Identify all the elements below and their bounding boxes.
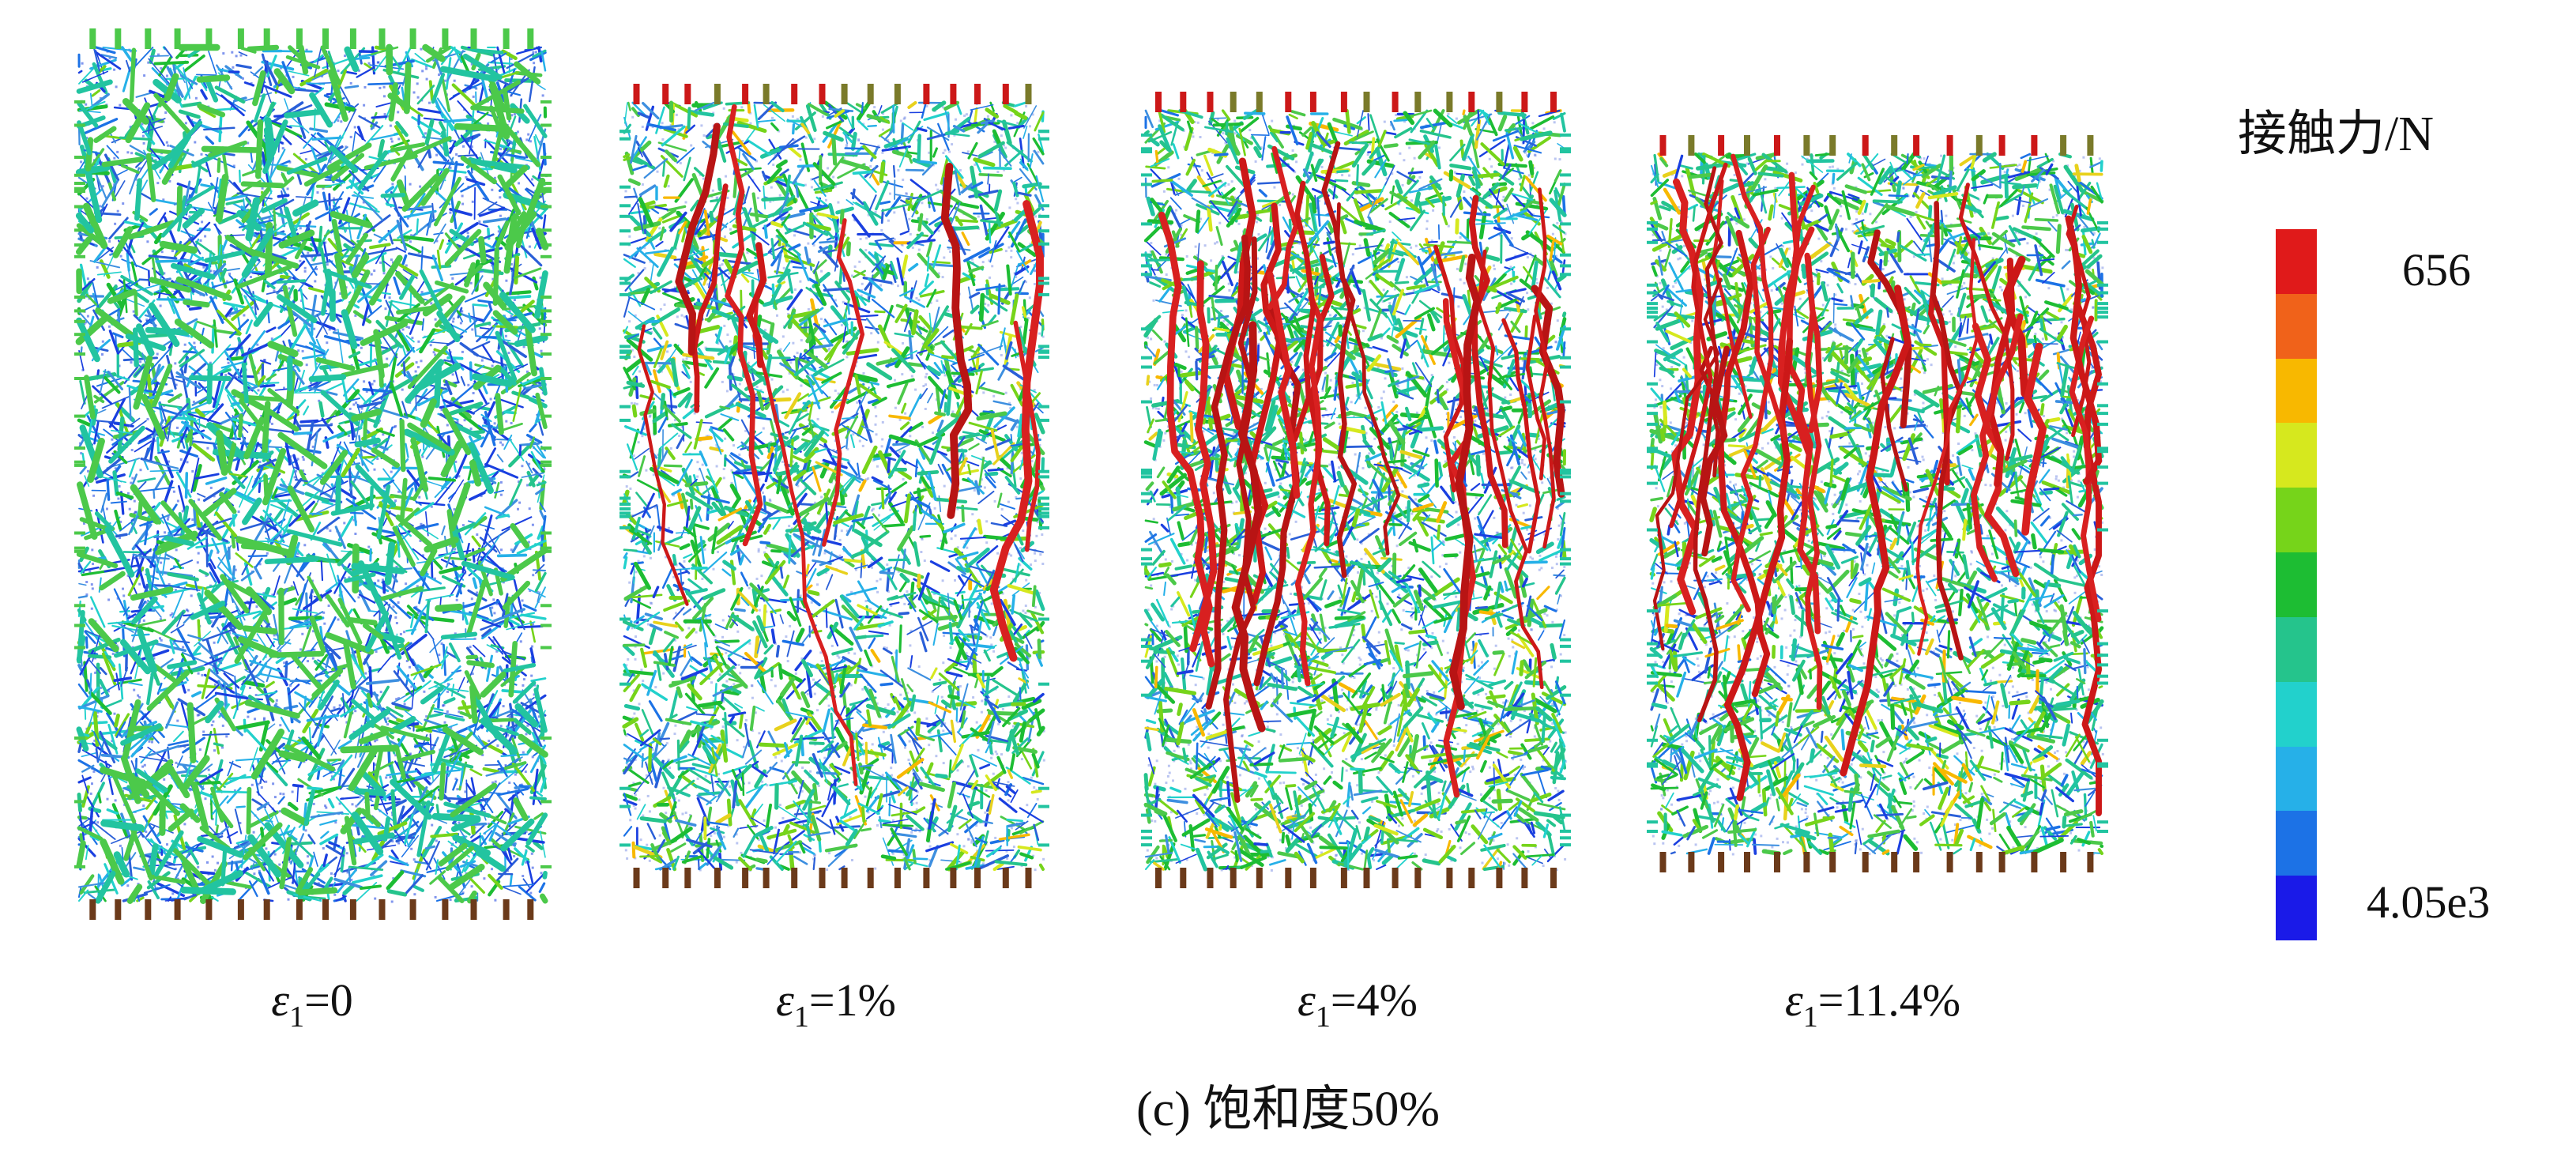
legend-max-label: 656: [2402, 244, 2471, 296]
color-scale-segment: [2276, 811, 2317, 876]
panel-label-strain-0: ε1=0: [271, 974, 353, 1034]
panel-label-strain-4: ε1=4%: [1297, 974, 1418, 1034]
strain-subscript: 1: [793, 1000, 809, 1034]
color-scale-segment: [2276, 876, 2317, 940]
color-scale-segment: [2276, 423, 2317, 488]
strain-symbol: ε: [271, 974, 290, 1026]
color-scale-segment: [2276, 552, 2317, 617]
strain-subscript: 1: [1315, 1000, 1331, 1034]
color-scale-segment: [2276, 746, 2317, 812]
legend-min-label: 4.05e3: [2367, 876, 2491, 928]
network-panel: [1141, 92, 1571, 888]
color-scale-segment: [2276, 358, 2317, 424]
strain-value: =11.4%: [1817, 974, 1961, 1026]
strain-subscript: 1: [1802, 1000, 1818, 1034]
strain-symbol: ε: [1297, 974, 1316, 1026]
color-scale-segment: [2276, 681, 2317, 747]
network-panel: [1647, 135, 2108, 872]
strain-symbol: ε: [1784, 974, 1803, 1026]
network-panel: [74, 28, 552, 920]
strain-value: =0: [304, 974, 353, 1026]
panel-label-strain-11-4: ε1=11.4%: [1785, 974, 1960, 1034]
legend-title: 接触力/N: [2238, 107, 2435, 161]
panel-label-strain-1: ε1=1%: [776, 974, 896, 1034]
strain-symbol: ε: [776, 974, 794, 1026]
strain-value: =1%: [808, 974, 896, 1026]
strain-subscript: 1: [289, 1000, 305, 1034]
color-scale-segment: [2276, 488, 2317, 553]
network-panel: [620, 84, 1049, 888]
color-scale-segment: [2276, 616, 2317, 682]
color-scale-segment: [2276, 229, 2317, 294]
color-scale-segment: [2276, 293, 2317, 359]
strain-value: =4%: [1330, 974, 1418, 1026]
figure-caption: (c) 饱和度50%: [1136, 1083, 1440, 1136]
color-scale-bar: [2276, 229, 2317, 940]
